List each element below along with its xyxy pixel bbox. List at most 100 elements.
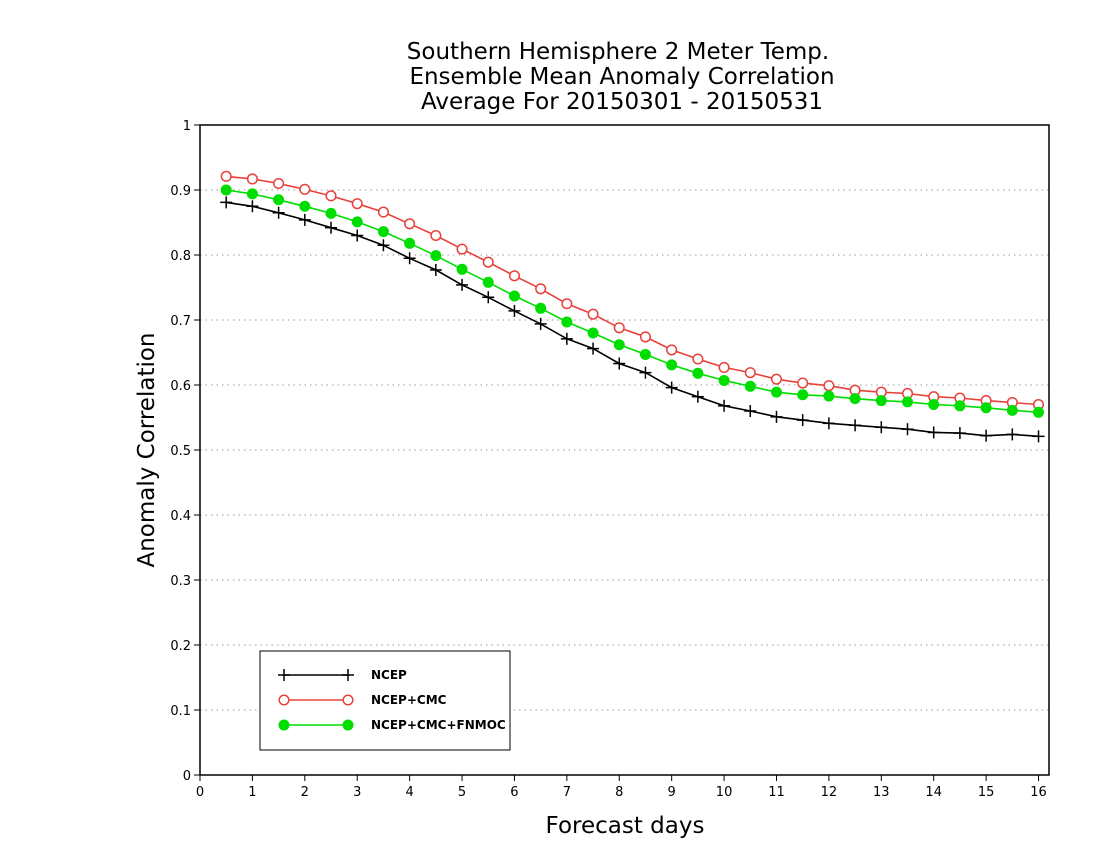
point-ncep-cmc-fnmoc-1 [246, 188, 258, 200]
point-ncep-cmc-fnmoc-10 [482, 276, 494, 288]
point-ncep-cmc-14 [587, 308, 599, 320]
series-ncep [220, 196, 1045, 443]
y-axis-title: Anomaly Correlation [134, 332, 160, 567]
point-ncep-cmc-fnmoc-27 [928, 399, 940, 410]
point-ncep-27 [927, 426, 940, 439]
point-ncep-14 [587, 342, 600, 355]
point-ncep-cmc-fnmoc-8 [430, 250, 442, 262]
point-ncep-13 [560, 332, 573, 345]
x-tick-label-1: 1 [248, 785, 256, 800]
legend-label-ncep-cmc-fnmoc: NCEP+CMC+FNMOC [371, 718, 506, 732]
point-ncep-cmc-15 [613, 322, 625, 334]
point-ncep-cmc-23 [823, 380, 835, 392]
point-ncep-cmc-fnmoc-20 [744, 380, 756, 392]
point-ncep-cmc-16 [639, 331, 652, 343]
point-ncep-11 [508, 304, 521, 317]
point-ncep-cmc-7 [404, 218, 416, 230]
point-ncep-cmc-5 [351, 198, 363, 210]
title-line-1: Southern Hemisphere 2 Meter Temp. [407, 39, 829, 65]
point-ncep-9 [456, 278, 469, 291]
point-ncep-22 [796, 414, 809, 427]
x-tick-label-12: 12 [821, 785, 838, 800]
point-ncep-4 [325, 221, 338, 234]
point-ncep-28 [953, 427, 966, 440]
point-ncep-30 [1006, 428, 1019, 441]
x-tick-label-4: 4 [405, 785, 413, 800]
legend-marker-end-ncep-cmc [342, 694, 354, 706]
point-ncep-cmc-9 [456, 243, 468, 255]
point-ncep-8 [429, 263, 442, 276]
point-ncep-cmc-4 [325, 190, 337, 202]
point-ncep-cmc-fnmoc-0 [220, 184, 232, 196]
point-ncep-20 [744, 405, 757, 417]
x-tick-label-2: 2 [301, 785, 309, 800]
legend-marker-start-ncep [278, 669, 290, 681]
series-line-ncep-cmc [226, 175, 1039, 406]
legend-marker-start-ncep-cmc-fnmoc [278, 719, 290, 731]
point-ncep-26 [901, 423, 914, 436]
point-ncep-12 [534, 317, 547, 330]
x-axis-title: Forecast days [546, 813, 705, 839]
legend-label-ncep: NCEP [371, 668, 407, 682]
series-ncep-cmc-fnmoc [220, 184, 1045, 418]
y-tick-label-7: 0.7 [170, 314, 191, 329]
x-tick-label-3: 3 [353, 785, 361, 800]
point-ncep-31 [1032, 430, 1045, 443]
x-tick-label-13: 13 [873, 785, 890, 800]
y-tick-label-1: 0.1 [170, 704, 191, 719]
point-ncep-cmc-fnmoc-9 [456, 263, 468, 275]
point-ncep-cmc-fnmoc-4 [325, 207, 337, 219]
point-ncep-cmc-fnmoc-29 [980, 402, 992, 414]
series-line-ncep-cmc-fnmoc [226, 189, 1039, 414]
point-ncep-cmc-fnmoc-2 [273, 194, 285, 206]
point-ncep-cmc-19 [718, 361, 730, 374]
x-tick-label-11: 11 [768, 785, 785, 800]
y-tick-label-0: 0 [183, 769, 191, 784]
y-tick-label-6: 0.6 [170, 379, 191, 394]
point-ncep-cmc-fnmoc-25 [875, 395, 887, 407]
point-ncep-cmc-8 [430, 229, 442, 242]
legend-label-ncep-cmc: NCEP+CMC [371, 693, 447, 707]
x-tick-label-0: 0 [196, 785, 204, 800]
x-tick-label-15: 15 [978, 785, 995, 800]
point-ncep-10 [482, 291, 495, 304]
point-ncep-7 [403, 252, 416, 265]
point-ncep-cmc-fnmoc-26 [902, 396, 913, 408]
point-ncep-21 [770, 410, 783, 423]
y-axis: 0 0.1 0.2 0.3 0.4 0.5 0.6 0.7 0.8 0.9 1 [170, 119, 200, 784]
series-ncep-cmc [220, 170, 1045, 411]
y-tick-label-8: 0.8 [170, 249, 191, 264]
point-ncep-25 [875, 421, 888, 434]
x-tick-label-7: 7 [563, 785, 571, 800]
y-tick-label-4: 0.4 [170, 509, 191, 524]
point-ncep-cmc-2 [273, 177, 285, 190]
y-tick-label-5: 0.5 [170, 444, 191, 459]
point-ncep-1 [246, 200, 259, 213]
point-ncep-19 [718, 399, 731, 412]
point-ncep-cmc-20 [744, 367, 756, 379]
point-ncep-cmc-fnmoc-13 [561, 316, 573, 328]
point-ncep-cmc-fnmoc-7 [404, 237, 416, 249]
point-ncep-0 [220, 196, 233, 209]
x-tick-label-14: 14 [925, 785, 942, 800]
legend-marker-end-ncep [342, 669, 354, 681]
point-ncep-cmc-18 [692, 353, 704, 365]
chart-title: Southern Hemisphere 2 Meter Temp. Ensemb… [407, 39, 835, 115]
point-ncep-cmc-10 [482, 256, 494, 268]
y-tick-label-9: 0.9 [170, 184, 191, 199]
legend-marker-start-ncep-cmc [278, 694, 290, 706]
point-ncep-cmc-1 [246, 173, 258, 185]
point-ncep-cmc-fnmoc-19 [718, 374, 730, 386]
plot-frame [199, 124, 1050, 776]
x-axis: 0 1 2 3 4 5 6 7 8 9 10 11 12 13 14 15 16 [196, 775, 1047, 800]
point-ncep-cmc-fnmoc-12 [535, 302, 547, 314]
point-ncep-cmc-12 [535, 283, 547, 295]
x-tick-label-6: 6 [510, 785, 518, 800]
title-line-2: Ensemble Mean Anomaly Correlation [409, 64, 834, 90]
point-ncep-29 [980, 429, 993, 442]
point-ncep-cmc-13 [561, 298, 573, 310]
point-ncep-cmc-fnmoc-22 [797, 389, 809, 401]
point-ncep-18 [691, 390, 704, 403]
point-ncep-cmc-fnmoc-16 [639, 348, 651, 360]
